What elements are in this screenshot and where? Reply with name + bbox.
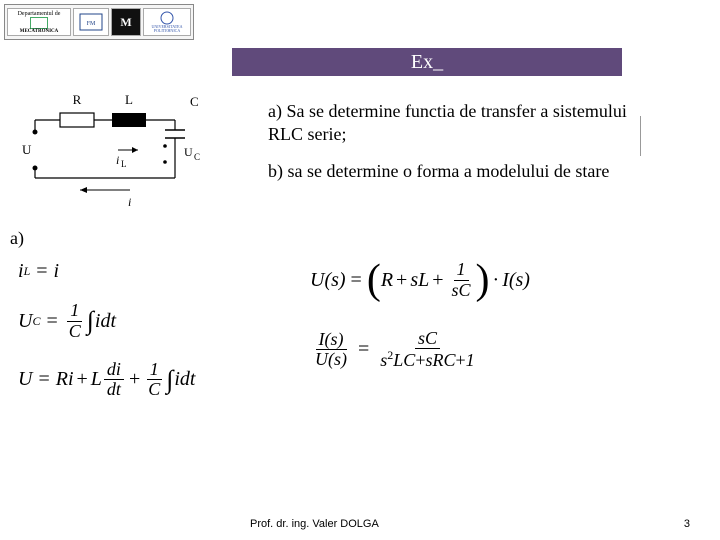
task-b-text: b) sa se determine o forma a modelului d… bbox=[268, 160, 638, 183]
equations-right-column: U(s) = ( R + sL + 1 sC ) · I(s) I(s) U(s… bbox=[310, 260, 640, 389]
eq-us: U(s) = ( R + sL + 1 sC ) · I(s) bbox=[310, 260, 640, 301]
right-divider bbox=[640, 116, 641, 156]
label-i: i bbox=[128, 195, 131, 209]
label-c: C bbox=[190, 94, 199, 109]
task-a-text: a) Sa se determine functia de transfer a… bbox=[268, 100, 638, 145]
footer-author: Prof. dr. ing. Valer DOLGA bbox=[250, 518, 379, 530]
eq-transfer: I(s) U(s) = sC s2LC+sRC+1 bbox=[310, 329, 640, 372]
eq-uc: UC = 1 C ∫ idt bbox=[18, 301, 218, 342]
footer-page: 3 bbox=[684, 518, 690, 530]
eq-il: iL = i bbox=[18, 260, 218, 283]
label-il: i bbox=[116, 153, 119, 167]
dept-sub: MECATRONICA bbox=[20, 29, 59, 34]
section-a-label: a) bbox=[10, 228, 24, 249]
header-logo-strip: Departamentul de MECATRONICA FM M UNIVER… bbox=[4, 4, 194, 40]
equations-left-column: iL = i UC = 1 C ∫ idt U = Ri + L di dt +… bbox=[18, 260, 218, 418]
faculty-logo-icon: FM bbox=[78, 12, 104, 32]
label-r: R bbox=[73, 92, 82, 107]
label-il-sub: L bbox=[121, 159, 127, 169]
svg-text:FM: FM bbox=[87, 21, 96, 27]
slide-title: Ex_ bbox=[232, 48, 622, 76]
label-uc-sub: C bbox=[194, 152, 200, 162]
upt-logo-icon bbox=[157, 11, 177, 25]
eq-u: U = Ri + L di dt + 1 C ∫ idt bbox=[18, 360, 218, 401]
label-u: U bbox=[22, 142, 32, 157]
slide-footer: Prof. dr. ing. Valer DOLGA 3 bbox=[0, 518, 720, 530]
label-l: L bbox=[125, 92, 133, 107]
rlc-circuit-diagram: R L C U i L U C i bbox=[20, 90, 230, 210]
slide-title-text: Ex_ bbox=[411, 51, 443, 74]
label-uc: U bbox=[184, 145, 193, 159]
